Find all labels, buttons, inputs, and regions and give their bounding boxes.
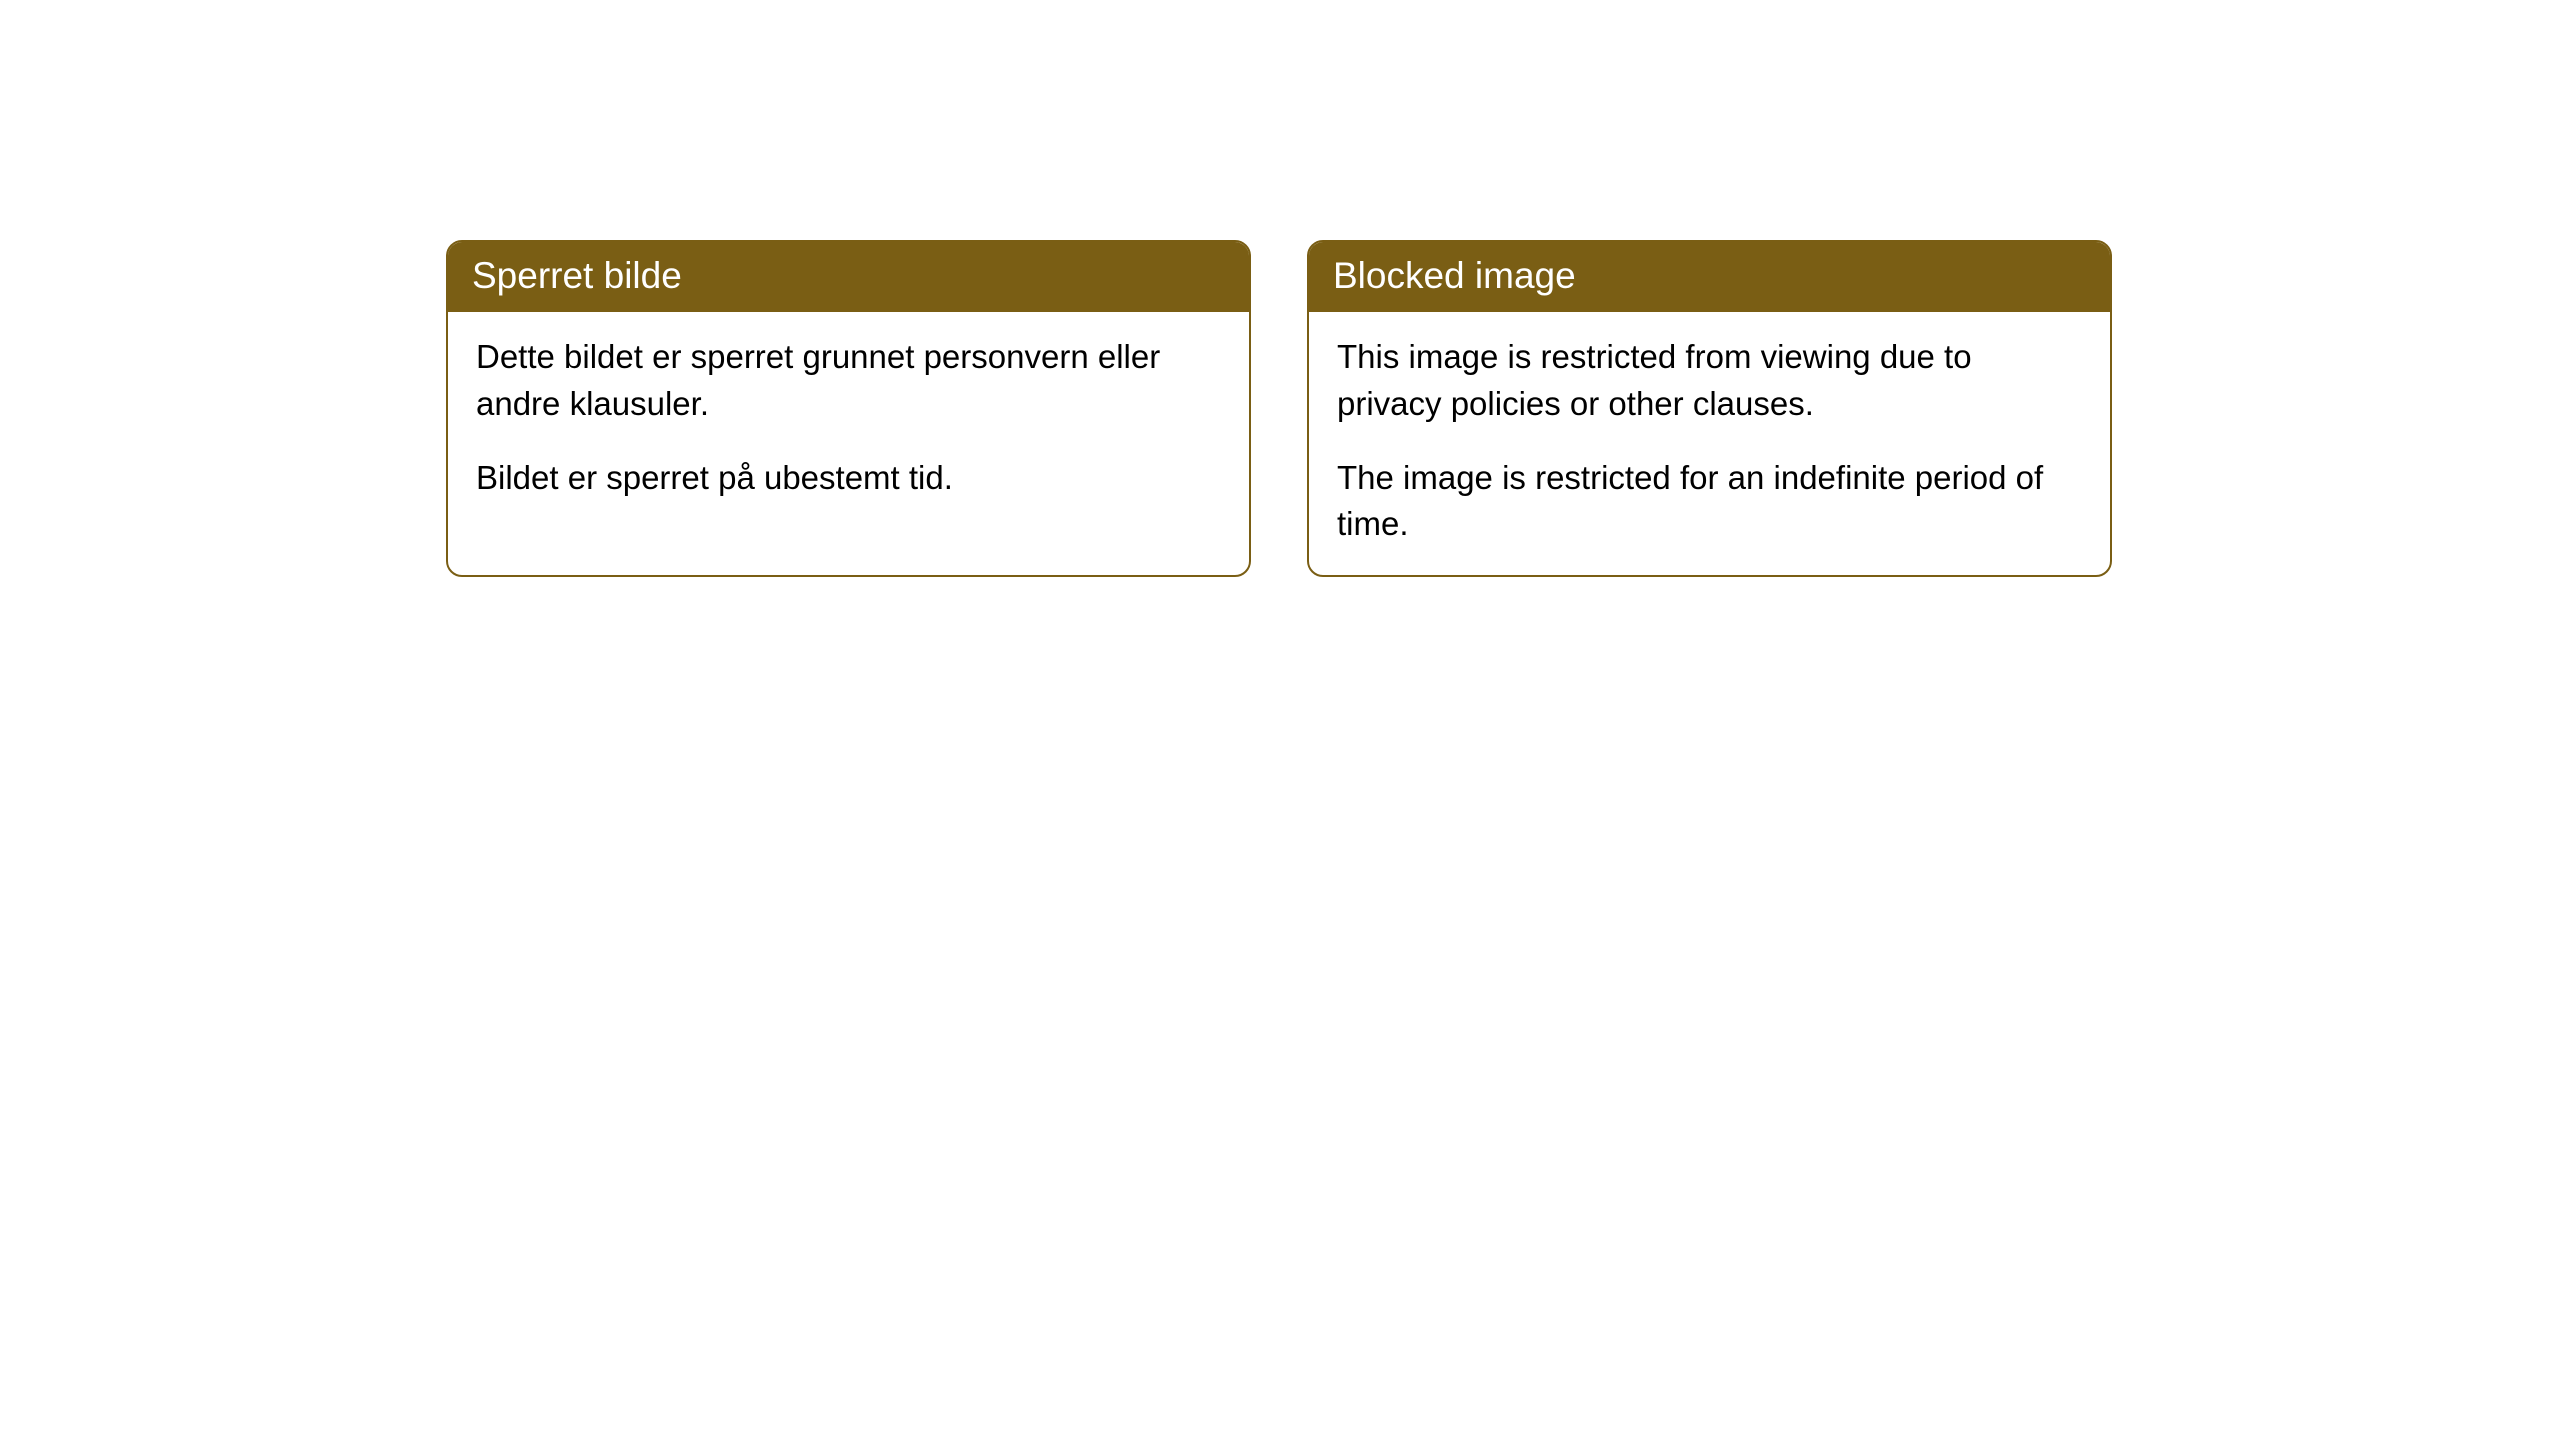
card-paragraph: Dette bildet er sperret grunnet personve… [476,334,1221,426]
card-paragraph: Bildet er sperret på ubestemt tid. [476,455,1221,501]
card-paragraph: The image is restricted for an indefinit… [1337,455,2082,547]
blocked-image-card-no: Sperret bilde Dette bildet er sperret gr… [446,240,1251,577]
card-body: This image is restricted from viewing du… [1309,312,2110,575]
card-paragraph: This image is restricted from viewing du… [1337,334,2082,426]
card-title: Sperret bilde [448,242,1249,312]
notice-cards-container: Sperret bilde Dette bildet er sperret gr… [0,0,2560,577]
card-body: Dette bildet er sperret grunnet personve… [448,312,1249,529]
blocked-image-card-en: Blocked image This image is restricted f… [1307,240,2112,577]
card-title: Blocked image [1309,242,2110,312]
